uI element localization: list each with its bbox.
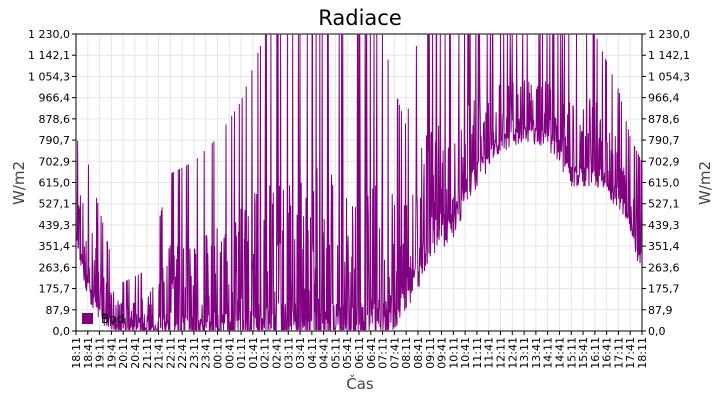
x-tick-label: 19:11 xyxy=(94,337,107,369)
x-tick-label: 08:11 xyxy=(400,337,413,369)
x-tick-label: 21:41 xyxy=(153,337,166,369)
y-tick-label: 351,4 xyxy=(39,240,71,253)
y-axis-right: 0,0 87,9 175,7 263,6 351,4 439,3 527,1 615,0 702… xyxy=(642,28,690,338)
x-tick-label: 13:41 xyxy=(530,337,543,369)
y-tick-label: 0,0 xyxy=(648,325,666,338)
x-axis-label: Čas xyxy=(346,374,374,393)
legend-swatch-bod xyxy=(82,313,93,324)
x-tick-label: 18:11 xyxy=(636,337,649,369)
x-tick-label: 13:11 xyxy=(518,337,531,369)
x-tick-label: 05:41 xyxy=(341,337,354,369)
x-tick-label: 14:41 xyxy=(553,337,566,369)
x-tick-label: 23:11 xyxy=(188,337,201,369)
x-tick-label: 12:41 xyxy=(506,337,519,369)
y-tick-label: 0,0 xyxy=(53,325,71,338)
x-tick-label: 09:11 xyxy=(424,337,437,369)
x-tick-label: 02:41 xyxy=(270,337,283,369)
x-tick-label: 15:11 xyxy=(565,337,578,369)
x-tick-label: 09:41 xyxy=(436,337,449,369)
legend-label-bod: Bod xyxy=(101,312,124,326)
chart-title: Radiace xyxy=(318,6,402,30)
legend: Bod xyxy=(82,312,124,326)
x-tick-label: 18:41 xyxy=(82,337,95,369)
x-tick-label: 06:11 xyxy=(353,337,366,369)
x-tick-label: 10:41 xyxy=(459,337,472,369)
y-tick-label: 1 142,1 xyxy=(28,49,70,62)
series-line-bod xyxy=(75,33,643,331)
x-tick-label: 23:41 xyxy=(200,337,213,369)
x-tick-label: 04:11 xyxy=(306,337,319,369)
x-tick-label: 00:11 xyxy=(212,337,225,369)
y-tick-label: 1 054,3 xyxy=(648,70,690,83)
y-axis-left: 0,0 87,9 175,7 263,6 351,4 439,3 527,1 615,0 702… xyxy=(28,28,76,338)
x-tick-label: 11:11 xyxy=(471,337,484,369)
y-tick-label: 175,7 xyxy=(39,283,71,296)
y-tick-label: 790,7 xyxy=(39,134,71,147)
x-tick-label: 08:41 xyxy=(412,337,425,369)
y-tick-label: 878,6 xyxy=(648,113,680,126)
y-tick-label: 527,1 xyxy=(648,198,680,211)
x-tick-label: 16:11 xyxy=(589,337,602,369)
y-axis-label-left: W/m2 xyxy=(10,161,28,205)
y-tick-label: 87,9 xyxy=(648,304,673,317)
x-tick-label: 06:41 xyxy=(365,337,378,369)
y-tick-label: 1 230,0 xyxy=(28,28,70,41)
y-tick-label: 615,0 xyxy=(39,177,71,190)
y-tick-label: 87,9 xyxy=(46,304,71,317)
x-tick-label: 16:41 xyxy=(601,337,614,369)
x-axis: 18:1118:4119:1119:4120:1120:4121:1121:41… xyxy=(70,331,649,369)
x-tick-label: 10:11 xyxy=(447,337,460,369)
y-tick-label: 1 230,0 xyxy=(648,28,690,41)
x-tick-label: 21:11 xyxy=(141,337,154,369)
x-tick-label: 20:11 xyxy=(117,337,130,369)
x-tick-label: 17:11 xyxy=(612,337,625,369)
x-tick-label: 11:41 xyxy=(483,337,496,369)
x-tick-label: 22:11 xyxy=(164,337,177,369)
x-tick-label: 17:41 xyxy=(624,337,637,369)
x-tick-label: 04:41 xyxy=(318,337,331,369)
x-tick-label: 00:41 xyxy=(223,337,236,369)
y-tick-label: 966,4 xyxy=(648,92,680,105)
x-tick-label: 20:41 xyxy=(129,337,142,369)
y-tick-label: 439,3 xyxy=(39,219,71,232)
y-tick-label: 702,9 xyxy=(39,155,71,168)
y-tick-label: 175,7 xyxy=(648,283,680,296)
y-tick-label: 351,4 xyxy=(648,240,680,253)
y-tick-label: 966,4 xyxy=(39,92,71,105)
y-tick-label: 878,6 xyxy=(39,113,71,126)
y-tick-label: 702,9 xyxy=(648,155,680,168)
y-tick-label: 263,6 xyxy=(648,261,680,274)
x-tick-label: 05:11 xyxy=(329,337,342,369)
y-tick-label: 527,1 xyxy=(39,198,71,211)
x-tick-label: 07:41 xyxy=(388,337,401,369)
y-axis-label-right: W/m2 xyxy=(696,161,714,205)
x-tick-label: 15:41 xyxy=(577,337,590,369)
x-tick-label: 03:41 xyxy=(294,337,307,369)
x-tick-label: 07:11 xyxy=(377,337,390,369)
y-tick-label: 1 054,3 xyxy=(28,70,70,83)
x-tick-label: 14:11 xyxy=(542,337,555,369)
x-tick-label: 18:11 xyxy=(70,337,83,369)
y-tick-label: 1 142,1 xyxy=(648,49,690,62)
x-tick-label: 03:11 xyxy=(282,337,295,369)
y-tick-label: 615,0 xyxy=(648,177,680,190)
x-tick-label: 01:41 xyxy=(247,337,260,369)
y-tick-label: 263,6 xyxy=(39,261,71,274)
y-tick-label: 439,3 xyxy=(648,219,680,232)
x-tick-label: 22:41 xyxy=(176,337,189,369)
x-tick-label: 01:11 xyxy=(235,337,248,369)
x-tick-label: 12:11 xyxy=(495,337,508,369)
x-tick-label: 19:41 xyxy=(105,337,118,369)
y-tick-label: 790,7 xyxy=(648,134,680,147)
x-tick-label: 02:11 xyxy=(259,337,272,369)
